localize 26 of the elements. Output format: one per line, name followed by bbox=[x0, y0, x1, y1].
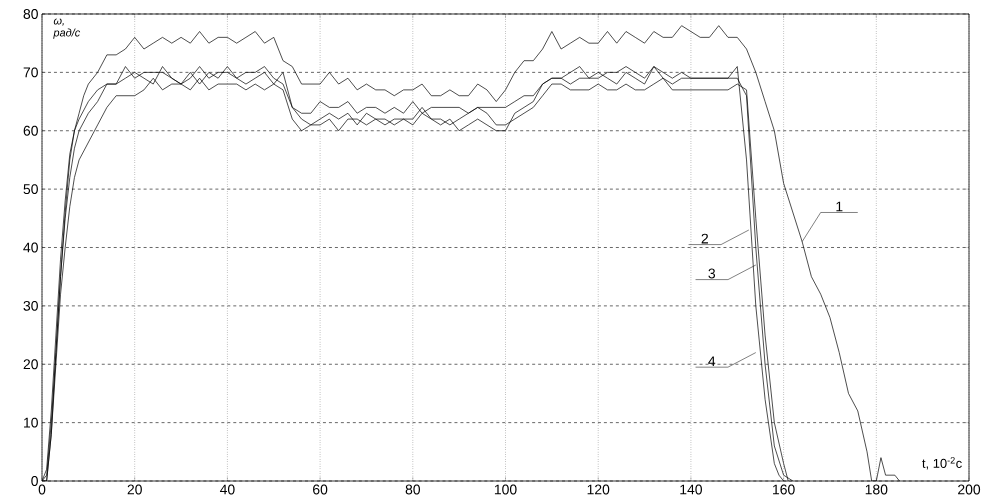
x-tick-label: 0 bbox=[38, 484, 46, 495]
x-tick-label: 160 bbox=[773, 484, 795, 495]
y-tick-label: 80 bbox=[23, 9, 38, 19]
x-tick-label: 180 bbox=[865, 484, 888, 495]
y-tick-label: 10 bbox=[24, 417, 38, 428]
annotation: 3 bbox=[708, 268, 716, 279]
y-tick-label: 50 bbox=[23, 184, 38, 195]
y-tick-label: 70 bbox=[23, 67, 38, 78]
annotation: 2 bbox=[701, 233, 708, 244]
x-tick-label: 60 bbox=[313, 484, 328, 495]
annotation: 4 bbox=[708, 356, 716, 366]
annotation: 1 bbox=[836, 201, 843, 212]
y-tick-label: 40 bbox=[23, 242, 38, 253]
y-tick-label: 20 bbox=[23, 359, 38, 370]
y-tick-label: 0 bbox=[31, 476, 38, 486]
x-tick-label: 140 bbox=[680, 484, 702, 495]
y-tick-label: 60 bbox=[23, 125, 38, 136]
x-tick-label: 40 bbox=[219, 484, 235, 495]
x-axis-title: t, 10$^{-2}$с bbox=[922, 457, 962, 470]
x-tick-label: 80 bbox=[405, 484, 421, 495]
x-tick-label: 200 bbox=[958, 484, 981, 495]
x-tick-label: 100 bbox=[494, 484, 517, 495]
y-axis-title: ω, рад/с bbox=[53, 18, 81, 39]
x-tick-label: 120 bbox=[587, 484, 610, 495]
y-tick-label: 30 bbox=[23, 300, 38, 311]
x-tick-label: 20 bbox=[127, 484, 142, 495]
